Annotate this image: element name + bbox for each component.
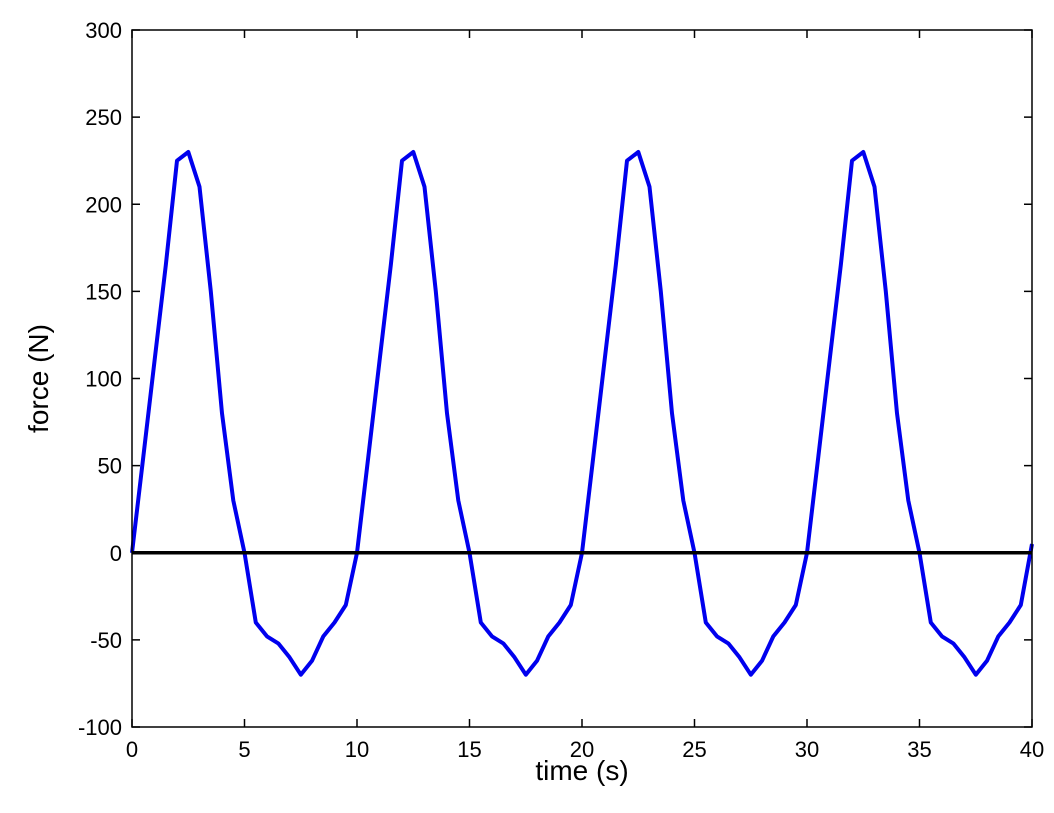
y-tick-label: 0 (110, 541, 122, 566)
force-series-line (130, 150, 1034, 677)
x-tick-label: 10 (345, 737, 369, 762)
x-tick-label: 5 (238, 737, 250, 762)
tick-labels: 0 5 10 15 20 25 30 35 40 -100 -50 0 50 100 150 200 250 30… (78, 18, 1044, 762)
axis-ticks (131, 29, 1033, 728)
y-tick-label: -100 (78, 715, 122, 740)
x-tick-label: 30 (795, 737, 819, 762)
y-tick-label: 200 (85, 192, 122, 217)
plot-frame (131, 29, 1033, 728)
x-tick-label: 40 (1020, 737, 1044, 762)
x-axis-label: time (s) (535, 755, 628, 786)
y-tick-label: 50 (98, 454, 122, 479)
x-tick-label: 20 (570, 737, 594, 762)
series-layer (130, 150, 1034, 677)
y-tick-label: 150 (85, 279, 122, 304)
y-tick-label: 300 (85, 18, 122, 43)
y-tick-label: 100 (85, 367, 122, 392)
y-axis-label: force (N) (23, 324, 54, 433)
x-tick-label: 15 (457, 737, 481, 762)
y-tick-label: -50 (90, 628, 122, 653)
x-tick-label: 25 (682, 737, 706, 762)
x-tick-label: 0 (126, 737, 138, 762)
y-tick-label: 250 (85, 105, 122, 130)
x-tick-label: 35 (907, 737, 931, 762)
